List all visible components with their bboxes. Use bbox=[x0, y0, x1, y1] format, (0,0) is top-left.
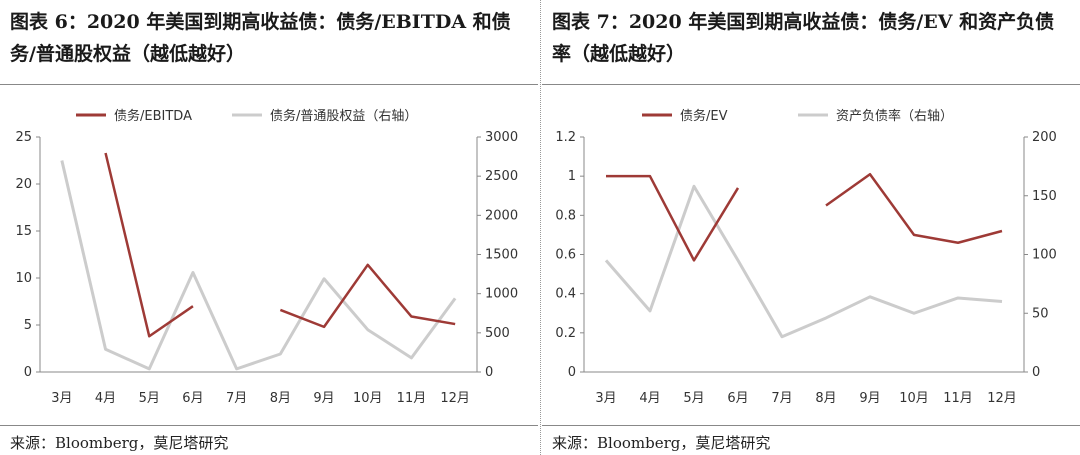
left-panel: 图表 6：2020 年美国到期高收益债：债务/EBITDA 和债务/普通股权益（… bbox=[0, 0, 538, 455]
right-left-tick-label: 0 bbox=[568, 365, 576, 380]
right-x-tick-label: 9月 bbox=[859, 391, 880, 406]
right-right-tick-label: 100 bbox=[1032, 248, 1057, 263]
right-series-line-left bbox=[606, 174, 740, 262]
left-right-tick-label: 500 bbox=[485, 326, 510, 341]
right-right-tick-label: 50 bbox=[1032, 306, 1049, 321]
left-legend-label: 债务/普通股权益（右轴） bbox=[270, 108, 417, 124]
left-top-rule bbox=[0, 84, 538, 85]
right-x-tick-label: 8月 bbox=[815, 391, 836, 406]
right-title: 图表 7：2020 年美国到期高收益债：债务/EV 和资产负债率（越低越好） bbox=[552, 11, 1055, 65]
left-x-tick-label: 12月 bbox=[440, 391, 470, 406]
right-panel: 图表 7：2020 年美国到期高收益债：债务/EV 和资产负债率（越低越好） 0… bbox=[542, 0, 1080, 455]
right-bottom-rule bbox=[542, 425, 1080, 426]
right-right-tick-label: 0 bbox=[1032, 365, 1040, 380]
right-x-tick-label: 5月 bbox=[683, 391, 704, 406]
right-x-tick-label: 6月 bbox=[727, 391, 748, 406]
panel-divider bbox=[540, 0, 541, 455]
left-right-tick-label: 3000 bbox=[485, 130, 518, 145]
right-series-line-right bbox=[604, 184, 1003, 339]
right-source: 来源：Bloomberg，莫尼塔研究 bbox=[552, 434, 771, 452]
left-bottom-rule bbox=[0, 425, 538, 426]
left-left-tick-label: 25 bbox=[15, 130, 32, 145]
right-left-tick-label: 0.2 bbox=[555, 326, 576, 341]
left-x-tick-label: 5月 bbox=[139, 391, 160, 406]
right-top-rule bbox=[542, 84, 1080, 85]
right-x-tick-label: 7月 bbox=[771, 391, 792, 406]
left-chart: 0 5 10 15 20 25 0 500 1000 1500 2000 2500 3000 3月 4月 5月… bbox=[15, 108, 518, 406]
left-x-tick-label: 11月 bbox=[397, 391, 427, 406]
left-x-tick-label: 4月 bbox=[95, 391, 116, 406]
left-x-tick-label: 9月 bbox=[313, 391, 334, 406]
left-x-tick-label: 10月 bbox=[353, 391, 383, 406]
right-chart: 0 0.2 0.4 0.6 0.8 1 1.2 0 50 100 150 200 3月 4月 5月 6月 7月 8… bbox=[555, 108, 1057, 406]
left-right-tick-label: 1500 bbox=[485, 248, 518, 263]
left-series-line-left bbox=[104, 152, 194, 338]
left-right-tick-label: 1000 bbox=[485, 287, 518, 302]
right-left-tick-label: 1.2 bbox=[555, 130, 576, 145]
right-left-tick-label: 1 bbox=[568, 169, 576, 184]
right-series-line-left bbox=[825, 172, 1003, 244]
left-legend-label: 债务/EBITDA bbox=[114, 108, 192, 124]
left-x-tick-label: 7月 bbox=[226, 391, 247, 406]
right-x-tick-label: 3月 bbox=[595, 391, 616, 406]
left-left-tick-label: 0 bbox=[24, 365, 32, 380]
left-left-tick-label: 15 bbox=[15, 224, 32, 239]
left-x-tick-label: 6月 bbox=[182, 391, 203, 406]
right-left-tick-label: 0.4 bbox=[555, 287, 576, 302]
right-x-tick-label: 11月 bbox=[943, 391, 973, 406]
right-legend-label: 债务/EV bbox=[680, 108, 728, 124]
right-left-tick-label: 0.8 bbox=[555, 208, 576, 223]
left-left-tick-label: 5 bbox=[24, 318, 32, 333]
left-right-tick-label: 2500 bbox=[485, 169, 518, 184]
left-left-tick-label: 20 bbox=[15, 177, 32, 192]
left-x-tick-label: 3月 bbox=[51, 391, 72, 406]
left-title: 图表 6：2020 年美国到期高收益债：债务/EBITDA 和债务/普通股权益（… bbox=[10, 11, 511, 65]
right-x-tick-label: 4月 bbox=[639, 391, 660, 406]
left-right-tick-label: 0 bbox=[485, 365, 493, 380]
right-right-tick-label: 150 bbox=[1032, 189, 1057, 204]
left-source: 来源：Bloomberg，莫尼塔研究 bbox=[10, 434, 229, 452]
left-x-tick-label: 8月 bbox=[270, 391, 291, 406]
right-right-tick-label: 200 bbox=[1032, 130, 1057, 145]
right-legend-label: 资产负债率（右轴） bbox=[836, 108, 953, 124]
left-right-tick-label: 2000 bbox=[485, 208, 518, 223]
right-x-tick-label: 10月 bbox=[899, 391, 929, 406]
left-series-line-left bbox=[279, 263, 456, 329]
left-left-tick-label: 10 bbox=[15, 271, 32, 286]
right-left-tick-label: 0.6 bbox=[555, 248, 576, 263]
right-x-tick-label: 12月 bbox=[987, 391, 1017, 406]
left-series-line-right bbox=[60, 160, 457, 371]
